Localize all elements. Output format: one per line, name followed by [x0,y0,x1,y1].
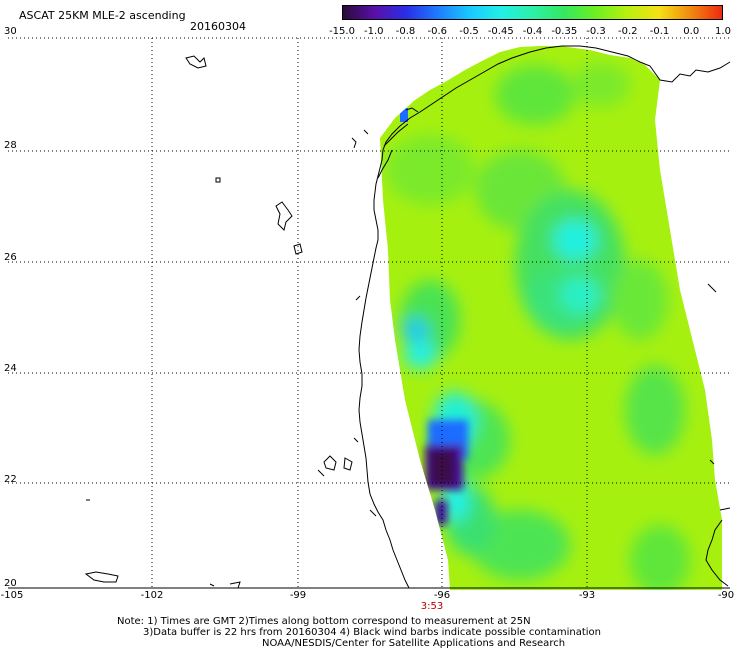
colorbar-labels: -15.0 -1.0 -0.8 -0.6 -0.5 -0.45 -0.4 -0.35 -0.3-… [329,26,731,38]
lat-label-22: 22 [4,474,17,485]
colorbar-label: -0.35 [551,26,578,37]
colorbar-label: -0.45 [487,26,514,37]
lon-label-102: -102 [140,590,164,601]
note-line-1: Note: 1) Times are GMT 2)Times along bot… [117,616,531,627]
coastline [317,45,731,589]
lon-label-90: -90 [717,590,735,601]
graticule [8,37,730,588]
colorbar-label: -0.3 [586,26,606,37]
colorbar-label: -1.0 [363,26,384,37]
inland-features [84,55,303,589]
colorbar-label: -0.6 [427,26,448,37]
pass-time: 3:53 [420,601,444,612]
lat-label-28: 28 [4,140,17,151]
colorbar-label: -0.4 [522,26,543,37]
colorbar-label: -0.8 [395,26,416,37]
colorbar [342,5,723,20]
note-line-2: 3)Data buffer is 22 hrs from 20160304 4)… [143,627,601,638]
lon-label-105: -105 [0,590,24,601]
lat-label-30: 30 [4,26,17,37]
product-title: ASCAT 25KM MLE-2 ascending [19,9,186,22]
colorbar-label: 0.0 [683,26,700,37]
lon-label-99: -99 [289,590,307,601]
colorbar-label: -0.2 [617,26,638,37]
product-date: 20160304 [190,20,246,33]
lon-label-93: -93 [578,590,596,601]
lon-label-96: -96 [433,590,451,601]
colorbar-label: 1.0 [715,26,731,37]
colorbar-label: -0.1 [649,26,670,37]
lat-label-26: 26 [4,252,17,263]
lat-label-24: 24 [4,363,17,374]
lat-label-20: 20 [4,578,17,589]
note-line-3: NOAA/NESDIS/Center for Satellite Applica… [262,638,566,649]
wind-swath [380,46,722,590]
colorbar-label: -15.0 [329,26,355,37]
colorbar-label: -0.5 [459,26,479,37]
